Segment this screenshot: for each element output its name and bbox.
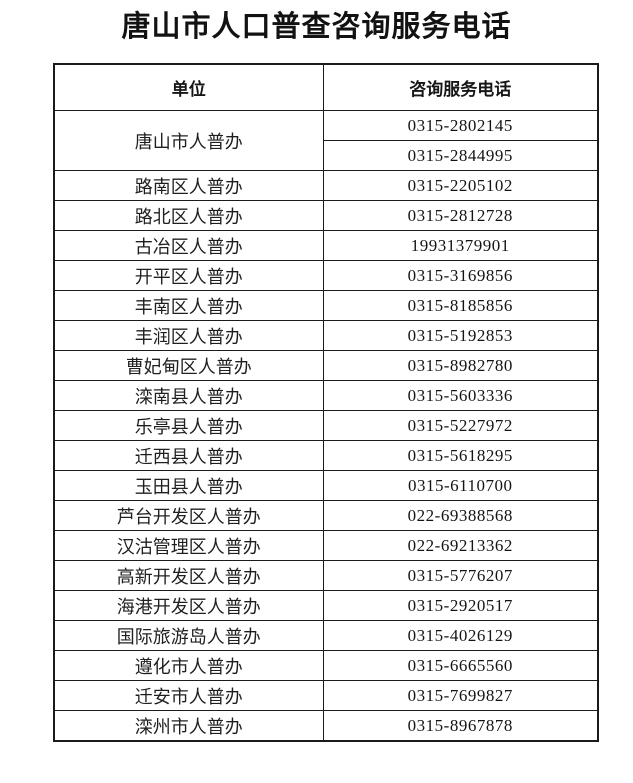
table-row: 曹妃甸区人普办 0315-8982780	[53, 350, 599, 381]
phone-cell: 0315-6110700	[322, 470, 599, 501]
unit-cell: 乐亭县人普办	[53, 410, 324, 441]
table-header-row: 单位 咨询服务电话	[53, 63, 599, 111]
unit-cell: 开平区人普办	[53, 260, 324, 291]
phone-cell: 0315-2802145	[322, 110, 599, 141]
table-row: 开平区人普办 0315-3169856	[53, 260, 599, 291]
phone-cell: 0315-2920517	[322, 590, 599, 621]
phone-cell: 0315-8967878	[322, 710, 599, 742]
phone-table: 单位 咨询服务电话 唐山市人普办 0315-2802145 0315-2844995…	[53, 63, 599, 742]
phone-cell: 0315-2205102	[322, 170, 599, 201]
unit-cell: 迁安市人普办	[53, 680, 324, 711]
table-row: 丰润区人普办 0315-5192853	[53, 320, 599, 351]
unit-cell: 唐山市人普办	[53, 110, 324, 171]
unit-cell: 滦南县人普办	[53, 380, 324, 411]
phone-cell: 0315-5776207	[322, 560, 599, 591]
phone-cell: 0315-5618295	[322, 440, 599, 471]
table-row: 海港开发区人普办 0315-2920517	[53, 590, 599, 621]
phone-cell: 022-69213362	[322, 530, 599, 561]
phone-cell: 022-69388568	[322, 500, 599, 531]
phone-cell: 0315-5227972	[322, 410, 599, 441]
unit-cell: 路北区人普办	[53, 200, 324, 231]
table-row: 芦台开发区人普办 022-69388568	[53, 500, 599, 531]
unit-cell: 芦台开发区人普办	[53, 500, 324, 531]
table-row: 玉田县人普办 0315-6110700	[53, 470, 599, 501]
unit-cell: 高新开发区人普办	[53, 560, 324, 591]
unit-cell: 丰南区人普办	[53, 290, 324, 321]
phone-cell: 0315-4026129	[322, 620, 599, 651]
table-row: 国际旅游岛人普办 0315-4026129	[53, 620, 599, 651]
page-title: 唐山市人口普查咨询服务电话	[121, 11, 512, 43]
table-row: 路北区人普办 0315-2812728	[53, 200, 599, 231]
phone-cell: 0315-5192853	[322, 320, 599, 351]
unit-cell: 国际旅游岛人普办	[53, 620, 324, 651]
table-row: 滦州市人普办 0315-8967878	[53, 710, 599, 742]
unit-cell: 丰润区人普办	[53, 320, 324, 351]
phone-cell: 0315-2812728	[322, 200, 599, 231]
unit-cell: 海港开发区人普办	[53, 590, 324, 621]
phone-cell: 0315-8185856	[322, 290, 599, 321]
unit-cell: 迁西县人普办	[53, 440, 324, 471]
unit-cell: 滦州市人普办	[53, 710, 324, 742]
table-row: 路南区人普办 0315-2205102	[53, 170, 599, 201]
phone-cell: 19931379901	[322, 230, 599, 261]
table-row: 遵化市人普办 0315-6665560	[53, 650, 599, 681]
table-row: 0315-2844995	[54, 140, 599, 171]
phone-cell: 0315-3169856	[322, 260, 599, 291]
phone-cell: 0315-8982780	[322, 350, 599, 381]
unit-cell: 汉沽管理区人普办	[53, 530, 324, 561]
phone-cell: 0315-5603336	[322, 380, 599, 411]
table-row: 乐亭县人普办 0315-5227972	[53, 410, 599, 441]
unit-cell: 玉田县人普办	[53, 470, 324, 501]
phone-cell: 0315-6665560	[322, 650, 599, 681]
table-row: 高新开发区人普办 0315-5776207	[53, 560, 599, 591]
header-phone: 咨询服务电话	[322, 63, 599, 111]
table-row: 汉沽管理区人普办 022-69213362	[53, 530, 599, 561]
table-row: 迁安市人普办 0315-7699827	[53, 680, 599, 711]
header-unit: 单位	[53, 63, 324, 111]
phone-cell: 0315-7699827	[322, 680, 599, 711]
table-row: 滦南县人普办 0315-5603336	[53, 380, 599, 411]
unit-cell: 古冶区人普办	[53, 230, 324, 261]
unit-cell: 遵化市人普办	[53, 650, 324, 681]
phone-cell: 0315-2844995	[322, 140, 599, 171]
table-row: 迁西县人普办 0315-5618295	[53, 440, 599, 471]
unit-cell: 曹妃甸区人普办	[53, 350, 324, 381]
table-row: 古冶区人普办 19931379901	[53, 230, 599, 261]
unit-cell: 路南区人普办	[53, 170, 324, 201]
table-row: 丰南区人普办 0315-8185856	[53, 290, 599, 321]
document-page: 唐山市人口普查咨询服务电话 单位 咨询服务电话 唐山市人普办 0315-28021…	[0, 8, 633, 742]
table-row: 唐山市人普办 0315-2802145	[53, 110, 599, 171]
